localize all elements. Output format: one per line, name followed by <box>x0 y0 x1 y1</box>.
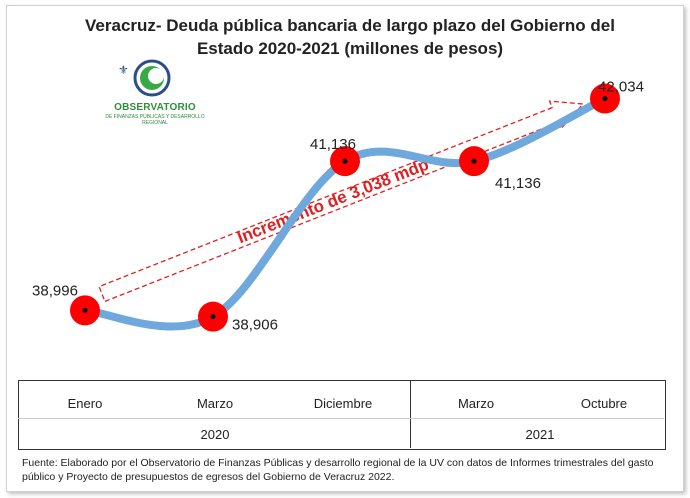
x-tick-label: Marzo <box>457 396 495 411</box>
data-point-center <box>82 307 88 313</box>
logo-name: OBSERVATORIO <box>114 102 196 113</box>
source-note: Fuente: Elaborado por el Observatorio de… <box>22 457 654 483</box>
data-point-center <box>471 158 477 164</box>
series-line <box>81 94 609 331</box>
year-label-2020: 2020 <box>200 427 230 442</box>
data-label: 41,136 <box>310 136 356 153</box>
x-tick-label: Octubre <box>580 396 628 411</box>
data-point-center <box>602 96 608 102</box>
year-label-2021: 2021 <box>525 427 555 442</box>
data-label: 41,136 <box>495 175 541 192</box>
line-chart: Incremento de 3,038 mdp 38,996 38,906 41,1… <box>32 79 644 334</box>
data-label: 42,034 <box>598 79 644 96</box>
data-label: 38,906 <box>232 317 278 334</box>
data-point-center <box>342 158 348 164</box>
x-tick-label: Marzo <box>196 396 234 411</box>
observatorio-logo: ⚜ OBSERVATORIO DE FINANZAS PÚBLICAS Y DE… <box>100 58 210 128</box>
increment-annotation: Incremento de 3,038 mdp <box>98 100 585 303</box>
logo-subtitle: DE FINANZAS PÚBLICAS Y DESARROLLO REGION… <box>105 114 205 126</box>
x-tick-label: Diciembre <box>313 396 373 411</box>
table-row-divider <box>18 418 664 419</box>
year-divider <box>410 380 411 448</box>
category-axis-table <box>18 380 666 450</box>
logo-icon: ⚜ <box>118 59 171 97</box>
svg-text:⚜: ⚜ <box>118 63 129 77</box>
chart-title: Veracruz- Deuda pública bancaria de larg… <box>85 16 615 58</box>
x-tick-label: Enero <box>67 396 103 411</box>
data-label: 38,996 <box>32 282 78 299</box>
chart-frame <box>6 5 684 492</box>
data-point-center <box>210 314 216 320</box>
